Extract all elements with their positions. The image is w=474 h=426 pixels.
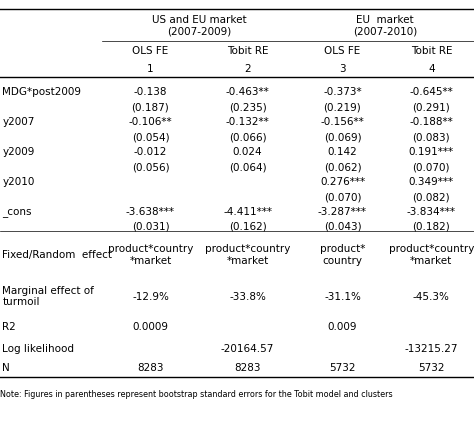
- Text: (0.182): (0.182): [412, 222, 450, 231]
- Text: (0.082): (0.082): [412, 192, 450, 201]
- Text: (0.070): (0.070): [412, 161, 450, 172]
- Text: 0.009: 0.009: [328, 322, 357, 332]
- Text: -20164.57: -20164.57: [221, 343, 274, 353]
- Text: 3: 3: [339, 64, 346, 74]
- Text: (0.083): (0.083): [412, 132, 450, 142]
- Text: -4.411***: -4.411***: [223, 207, 272, 216]
- Text: _cons: _cons: [2, 207, 32, 216]
- Text: OLS FE: OLS FE: [324, 46, 361, 56]
- Text: (0.069): (0.069): [324, 132, 361, 142]
- Text: -13215.27: -13215.27: [405, 343, 458, 353]
- Text: US and EU market
(2007-2009): US and EU market (2007-2009): [152, 15, 246, 37]
- Text: -3.834***: -3.834***: [407, 207, 456, 216]
- Text: -0.188**: -0.188**: [410, 117, 453, 127]
- Text: -0.156**: -0.156**: [320, 117, 365, 127]
- Text: product*country
*market: product*country *market: [108, 244, 193, 265]
- Text: (0.054): (0.054): [132, 132, 169, 142]
- Text: (0.070): (0.070): [324, 192, 361, 201]
- Text: 0.349***: 0.349***: [409, 177, 454, 187]
- Text: (0.064): (0.064): [229, 161, 266, 172]
- Text: -45.3%: -45.3%: [413, 291, 450, 301]
- Text: 2: 2: [245, 64, 251, 74]
- Text: -0.106**: -0.106**: [128, 117, 173, 127]
- Text: MDG*post2009: MDG*post2009: [2, 87, 82, 97]
- Text: 5732: 5732: [329, 362, 356, 372]
- Text: 0.191***: 0.191***: [409, 147, 454, 157]
- Text: (0.062): (0.062): [324, 161, 361, 172]
- Text: (0.235): (0.235): [229, 102, 266, 112]
- Text: y2009: y2009: [2, 147, 35, 157]
- Text: Note: Figures in parentheses represent bootstrap standard errors for the Tobit m: Note: Figures in parentheses represent b…: [0, 389, 392, 398]
- Text: product*
country: product* country: [320, 244, 365, 265]
- Text: -0.373*: -0.373*: [323, 87, 362, 97]
- Text: (0.219): (0.219): [324, 102, 361, 112]
- Text: -12.9%: -12.9%: [132, 291, 169, 301]
- Text: 1: 1: [147, 64, 154, 74]
- Text: (0.066): (0.066): [229, 132, 266, 142]
- Text: 8283: 8283: [235, 362, 261, 372]
- Text: -3.638***: -3.638***: [126, 207, 175, 216]
- Text: Marginal effect of
turmoil: Marginal effect of turmoil: [2, 285, 94, 307]
- Text: 5732: 5732: [418, 362, 445, 372]
- Text: product*country
*market: product*country *market: [205, 244, 291, 265]
- Text: N: N: [2, 362, 10, 372]
- Text: (0.291): (0.291): [412, 102, 450, 112]
- Text: 0.142: 0.142: [328, 147, 357, 157]
- Text: y2010: y2010: [2, 177, 35, 187]
- Text: product*country
*market: product*country *market: [389, 244, 474, 265]
- Text: (0.187): (0.187): [132, 102, 169, 112]
- Text: 0.024: 0.024: [233, 147, 263, 157]
- Text: (0.056): (0.056): [132, 161, 169, 172]
- Text: y2007: y2007: [2, 117, 35, 127]
- Text: -0.012: -0.012: [134, 147, 167, 157]
- Text: (0.043): (0.043): [324, 222, 361, 231]
- Text: -31.1%: -31.1%: [324, 291, 361, 301]
- Text: 0.276***: 0.276***: [320, 177, 365, 187]
- Text: Fixed/Random  effect: Fixed/Random effect: [2, 249, 112, 259]
- Text: Tobit RE: Tobit RE: [227, 46, 268, 56]
- Text: 8283: 8283: [137, 362, 164, 372]
- Text: (0.162): (0.162): [229, 222, 266, 231]
- Text: Tobit RE: Tobit RE: [410, 46, 452, 56]
- Text: Log likelihood: Log likelihood: [2, 343, 74, 353]
- Text: 4: 4: [428, 64, 435, 74]
- Text: -0.645**: -0.645**: [410, 87, 453, 97]
- Text: R2: R2: [2, 322, 16, 332]
- Text: -0.463**: -0.463**: [226, 87, 270, 97]
- Text: -33.8%: -33.8%: [229, 291, 266, 301]
- Text: -0.138: -0.138: [134, 87, 167, 97]
- Text: 0.0009: 0.0009: [133, 322, 168, 332]
- Text: OLS FE: OLS FE: [132, 46, 169, 56]
- Text: -3.287***: -3.287***: [318, 207, 367, 216]
- Text: (0.031): (0.031): [132, 222, 169, 231]
- Text: EU  market
(2007-2010): EU market (2007-2010): [353, 15, 417, 37]
- Text: -0.132**: -0.132**: [226, 117, 270, 127]
